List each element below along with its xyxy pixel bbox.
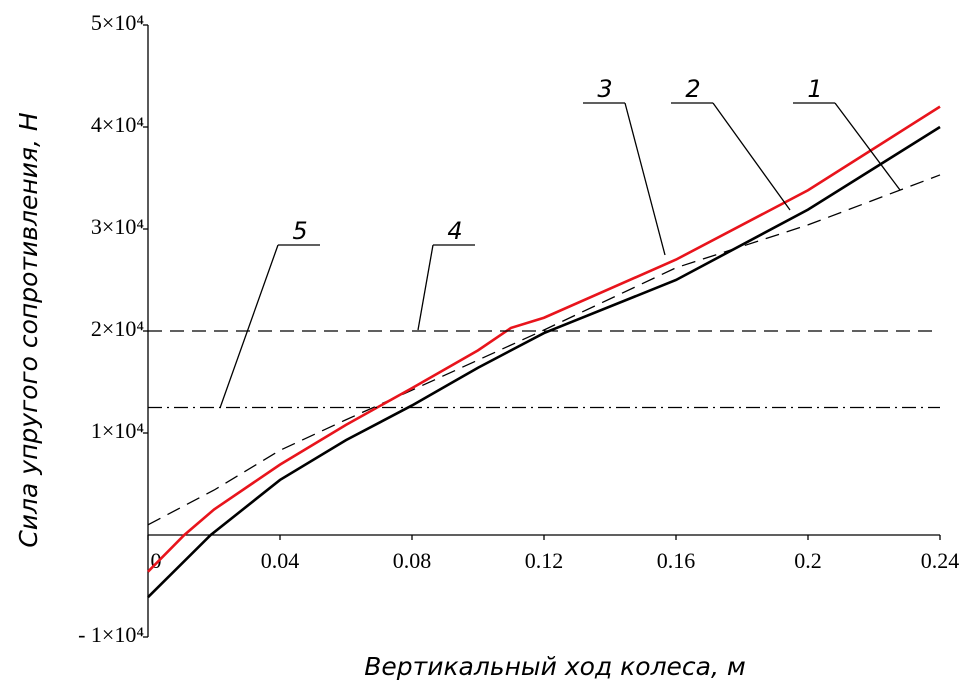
legend-label: 5 <box>292 217 307 245</box>
legend-label: 2 <box>685 75 700 103</box>
series-line <box>147 105 941 573</box>
x-tick-label: 0.08 <box>393 548 432 573</box>
y-tick-label: - 1×10⁴ <box>78 622 144 647</box>
leader-line <box>417 244 434 331</box>
y-tick-label: 2×10⁴ <box>91 316 144 341</box>
x-tick-label: 0.2 <box>794 548 822 573</box>
y-tick-label: 1×10⁴ <box>91 418 144 443</box>
leader-line <box>219 244 279 409</box>
x-tick-label: 0.24 <box>921 548 960 573</box>
y-tick-label: 4×10⁴ <box>91 112 144 137</box>
x-axis-label: Вертикальный ход колеса, м <box>364 652 746 681</box>
legend-label: 3 <box>597 75 612 103</box>
leader-line <box>712 102 791 211</box>
leader-line <box>834 102 901 191</box>
x-tick-label: 0 <box>151 548 162 573</box>
x-tick-label: 0.04 <box>261 548 300 573</box>
series-line <box>147 174 941 526</box>
y-tick-label: 5×10⁴ <box>91 10 144 35</box>
y-tick-label: 3×10⁴ <box>91 214 144 239</box>
x-tick-label: 0.16 <box>657 548 696 573</box>
leader-line <box>624 102 666 256</box>
legend-label: 4 <box>447 217 462 245</box>
series-line <box>147 125 941 599</box>
y-axis-label: Сила упругого сопротивления, Н <box>14 112 43 548</box>
legend-label: 1 <box>807 75 822 103</box>
x-tick-label: 0.12 <box>525 548 564 573</box>
